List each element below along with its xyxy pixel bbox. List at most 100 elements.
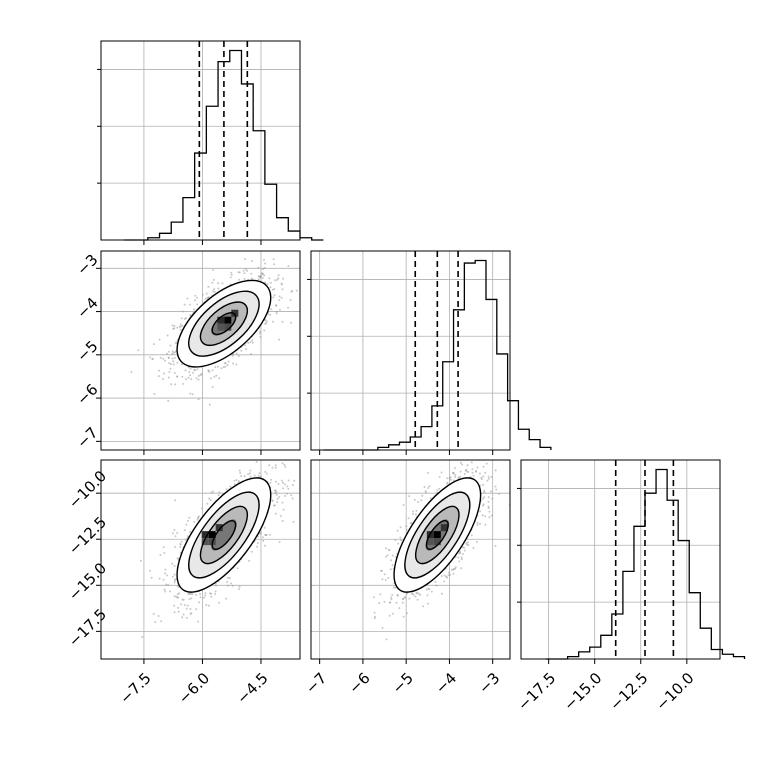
scatter-point — [174, 535, 177, 538]
scatter-point — [176, 375, 179, 378]
scatter-point — [287, 487, 290, 490]
scatter-point — [426, 602, 429, 605]
scatter-point — [443, 574, 446, 577]
scatter-point — [176, 361, 179, 364]
scatter-point — [181, 598, 184, 601]
scatter-point — [447, 574, 450, 577]
scatter-point — [271, 499, 274, 502]
scatter-point — [400, 539, 403, 542]
scatter-point — [263, 544, 266, 547]
scatter-point — [425, 491, 427, 494]
scatter-point — [237, 480, 240, 483]
scatter-point — [476, 466, 479, 469]
scatter-point — [185, 616, 188, 619]
scatter-point — [484, 523, 487, 526]
scatter-point — [204, 592, 207, 595]
scatter-point — [277, 483, 280, 485]
scatter-point — [228, 577, 231, 579]
density-peak-bin — [201, 531, 209, 539]
scatter-point — [274, 512, 277, 515]
scatter-point — [387, 577, 390, 579]
scatter-point — [165, 583, 168, 586]
scatter-point — [210, 595, 213, 598]
scatter-point — [179, 328, 182, 331]
scatter-point — [176, 593, 179, 596]
scatter-point — [212, 278, 215, 281]
scatter-point — [293, 479, 296, 482]
scatter-point — [181, 616, 184, 619]
density-peak-bin — [426, 538, 434, 546]
scatter-point — [494, 469, 497, 472]
scatter-point — [210, 592, 213, 595]
scatter-point — [162, 578, 165, 581]
scatter-point — [196, 303, 199, 306]
scatter-point — [438, 476, 441, 478]
scatter-point — [459, 461, 462, 464]
scatter-point — [259, 336, 262, 338]
scatter-point — [168, 362, 171, 365]
y-tick-label: −17.5 — [65, 605, 110, 650]
scatter-point — [158, 577, 161, 580]
scatter-point — [243, 278, 246, 280]
scatter-point — [205, 603, 208, 606]
scatter-point — [244, 258, 247, 261]
scatter-point — [405, 528, 408, 531]
scatter-point — [182, 613, 185, 616]
contour-line — [199, 301, 249, 347]
scatter-point — [282, 508, 285, 511]
scatter-point — [454, 476, 457, 478]
density-layer — [372, 460, 510, 641]
y-tick-label: −4 — [73, 294, 101, 322]
scatter-point — [167, 356, 170, 359]
scatter-point — [199, 593, 202, 596]
scatter-point — [171, 357, 174, 360]
scatter-point — [169, 590, 171, 593]
scatter-point — [273, 294, 276, 297]
scatter-point — [259, 532, 262, 535]
y-tick-label: −15.0 — [65, 559, 110, 604]
scatter-point — [196, 368, 199, 371]
scatter-point — [256, 545, 259, 548]
scatter-point — [275, 490, 278, 493]
scatter-point — [385, 638, 388, 641]
corner-panels: −17.5 −15.0 −12.5 −10.0−7−6−5−4−3−7.5 −6.0 −4… — [65, 40, 746, 714]
scatter-point — [381, 626, 384, 629]
scatter-point — [264, 533, 267, 536]
scatter-point — [408, 495, 411, 498]
scatter-point — [390, 598, 393, 601]
scatter-point — [206, 502, 209, 505]
density-peak-bin — [433, 531, 441, 539]
scatter-point — [286, 485, 289, 488]
scatter-point — [391, 554, 394, 557]
contour-line — [176, 279, 272, 368]
scatter-point — [239, 472, 242, 474]
scatter-point — [177, 606, 180, 609]
scatter-point — [457, 556, 460, 559]
scatter-point — [211, 369, 214, 372]
scatter-point — [173, 611, 176, 614]
scatter-point — [189, 608, 192, 610]
scatter-point — [488, 510, 491, 513]
scatter-point — [217, 287, 220, 290]
scatter-point — [250, 550, 253, 553]
scatter-point — [247, 473, 250, 476]
histogram-step — [545, 468, 746, 660]
scatter-point — [287, 265, 290, 267]
scatter-point — [247, 342, 250, 344]
histogram-panel: −17.5 −15.0 −12.5 −10.0 — [514, 459, 746, 714]
scatter-point — [279, 308, 281, 311]
y-tick-label: −5 — [73, 337, 101, 365]
density-fill — [211, 519, 237, 551]
scatter-point — [417, 501, 420, 503]
scatter-point — [412, 513, 414, 516]
scatter-point — [217, 494, 220, 497]
scatter-point — [388, 614, 391, 617]
scatter-point — [276, 278, 279, 281]
scatter-point — [482, 483, 485, 486]
contour-line — [414, 505, 460, 565]
scatter-point — [207, 285, 210, 288]
scatter-point — [482, 475, 485, 478]
scatter-point — [414, 595, 417, 598]
scatter-point — [270, 308, 273, 311]
scatter-point — [177, 610, 180, 613]
